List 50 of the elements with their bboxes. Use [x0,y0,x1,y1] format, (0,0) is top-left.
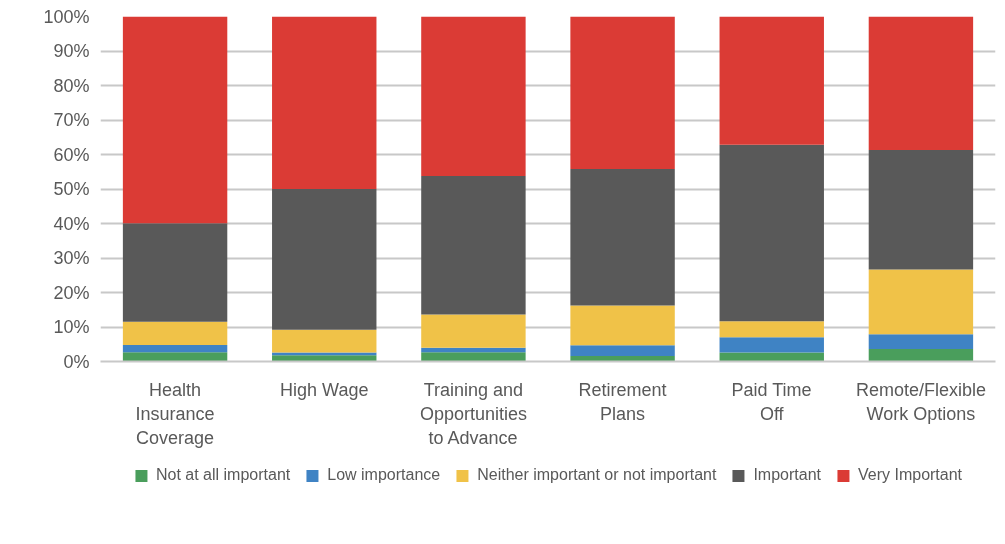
x-tick-label: Retirement Plans [578,379,667,424]
x-tick-label: High Wage [280,379,369,400]
bar [719,16,824,145]
bar [719,144,824,322]
bar [272,355,377,362]
y-tick-label: 50% [53,179,90,199]
x-tick-label: Paid Time Off [731,379,812,424]
bar [868,349,974,362]
bar [570,345,675,356]
bar [122,223,228,322]
bar [272,329,377,353]
y-tick-label: 20% [53,282,90,303]
bar [122,321,228,345]
y-tick-label: 0% [63,351,90,372]
x-tick-label: Health Insurance Coverage [135,379,215,448]
bar [272,16,377,189]
y-tick-label: 70% [53,110,90,130]
bar [122,16,228,224]
bar [868,16,974,151]
bar [719,337,824,353]
y-tick-label: 30% [53,248,90,268]
legend-label: Not at all important [155,466,291,484]
bar [421,314,526,348]
bar [122,344,228,353]
x-tick-label: Training and Opportunities to Advance [419,379,527,448]
x-tick-label: Remote/Flexible Work Options [855,379,986,424]
y-tick-label: 80% [53,75,90,96]
bar [421,16,526,176]
bar [421,175,526,315]
bar [570,305,675,346]
bar [570,168,675,306]
bar [272,189,377,330]
legend-label: Very Important [858,466,963,484]
bar [421,352,526,362]
y-tick-label: 60% [53,144,90,165]
bar [868,150,974,270]
y-tick-label: 10% [53,317,90,337]
bar [122,352,228,362]
y-tick-label: 100% [43,6,90,27]
bar [570,355,675,362]
y-tick-label: 90% [53,41,90,61]
legend-label: Neither important or not important [477,466,717,484]
y-tick-label: 40% [53,213,90,234]
legend-label: Low importance [327,466,441,484]
bar [421,347,526,353]
bar [868,269,974,335]
bar [719,321,824,338]
bar [570,16,675,169]
legend-label: Important [753,466,821,484]
bar [868,334,974,350]
